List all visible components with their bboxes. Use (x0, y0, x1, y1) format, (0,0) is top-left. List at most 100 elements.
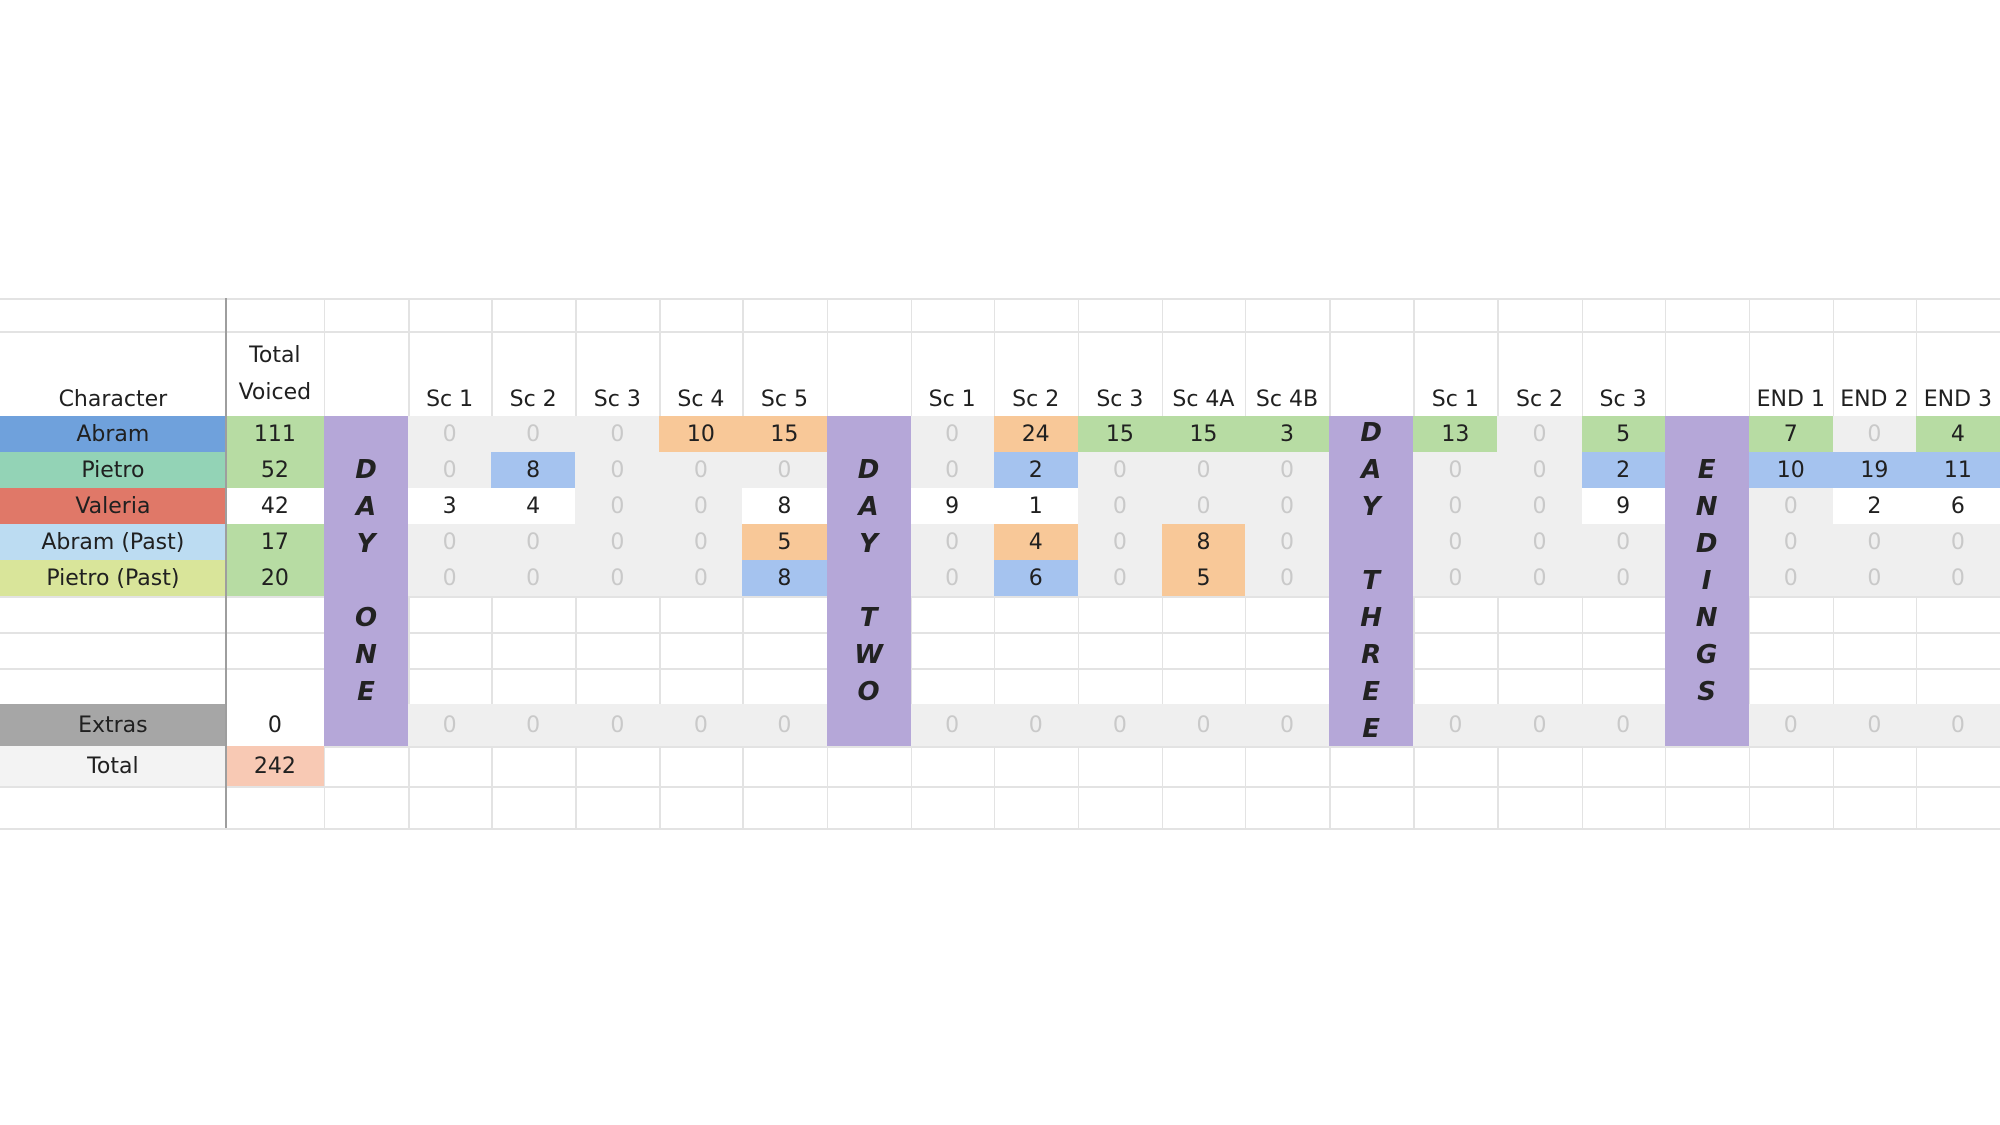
scene-line-count: 0 (491, 524, 576, 560)
row-gridline (0, 331, 2000, 333)
scene-header: Sc 1 (426, 387, 474, 412)
scene-header: Sc 5 (760, 387, 808, 412)
scene-line-count: 0 (910, 416, 994, 452)
scene-line-count: 0 (1497, 560, 1582, 596)
scene-line-count: 0 (1161, 452, 1245, 488)
scene-line-count: 13 (1413, 416, 1498, 452)
extras-count: 0 (1161, 704, 1245, 746)
scene-line-count: 10 (659, 416, 743, 452)
section-banner: E N D I N G S (1664, 416, 1749, 746)
extras-count: 0 (1915, 704, 2000, 746)
scene-line-count: 24 (993, 416, 1078, 452)
scene-line-count: 8 (742, 488, 827, 524)
extras-count: 0 (408, 704, 492, 746)
scene-line-count: 0 (575, 452, 660, 488)
scene-line-count: 0 (408, 560, 492, 596)
section-banner-label: D A Y T H R E E (1360, 417, 1383, 744)
scene-line-count: 0 (1413, 452, 1498, 488)
total-value: 242 (225, 746, 324, 786)
character-name: Pietro (0, 452, 226, 488)
extras-count: 0 (1581, 704, 1665, 746)
scene-line-count: 0 (742, 452, 827, 488)
scene-header: Sc 4B (1255, 387, 1319, 412)
scene-header: END 2 (1840, 387, 1909, 412)
scene-line-count: 0 (1915, 560, 2000, 596)
scene-line-count: 0 (1413, 524, 1498, 560)
scene-line-count: 0 (1832, 416, 1916, 452)
scene-line-count: 15 (1161, 416, 1245, 452)
scene-line-count: 0 (910, 524, 994, 560)
scene-line-count: 0 (575, 488, 660, 524)
extras-total: 0 (225, 704, 324, 746)
character-name: Valeria (0, 488, 226, 524)
scene-line-count: 0 (1413, 488, 1498, 524)
row-gridline (0, 632, 2000, 634)
section-banner-label: E N D I N G S (1695, 454, 1718, 707)
scene-line-count: 11 (1915, 452, 2000, 488)
extras-count: 0 (659, 704, 743, 746)
row-gridline (0, 828, 2000, 830)
scene-line-count: 0 (1077, 560, 1162, 596)
extras-count: 0 (1497, 704, 1582, 746)
scene-header: Sc 2 (1515, 387, 1564, 412)
extras-count: 0 (1244, 704, 1330, 746)
scene-line-count: 0 (659, 488, 743, 524)
scene-header: Sc 1 (928, 387, 976, 412)
character-header: Character (58, 387, 168, 412)
scene-line-count: 4 (993, 524, 1078, 560)
character-total: 42 (225, 488, 324, 524)
scene-line-count: 0 (1077, 488, 1162, 524)
row-gridline (0, 298, 2000, 300)
scene-line-count: 8 (491, 452, 576, 488)
extras-count: 0 (910, 704, 994, 746)
scene-line-count: 7 (1748, 416, 1833, 452)
character-name: Abram (Past) (0, 524, 226, 560)
character-total: 20 (225, 560, 324, 596)
scene-line-count: 0 (408, 416, 492, 452)
scene-line-count: 0 (1748, 524, 1833, 560)
scene-header: Sc 3 (593, 387, 641, 412)
scene-line-count: 0 (659, 560, 743, 596)
scene-line-count: 0 (1077, 452, 1162, 488)
scene-line-count: 0 (1748, 488, 1833, 524)
extras-count: 0 (1748, 704, 1833, 746)
extras-count: 0 (575, 704, 660, 746)
scene-header: END 1 (1756, 387, 1825, 412)
extras-count: 0 (1077, 704, 1162, 746)
section-banner-label: D A Y T W O (854, 454, 883, 707)
scene-line-count: 0 (1161, 488, 1245, 524)
scene-line-count: 2 (1832, 488, 1916, 524)
scene-line-count: 0 (491, 560, 576, 596)
scene-line-count: 3 (408, 488, 492, 524)
scene-line-count: 5 (1581, 416, 1665, 452)
character-total: 111 (225, 416, 324, 452)
scene-line-count: 0 (1244, 524, 1330, 560)
extras-label: Extras (0, 704, 226, 746)
scene-line-count: 5 (742, 524, 827, 560)
scene-line-count: 0 (1244, 488, 1330, 524)
scene-line-count: 0 (575, 416, 660, 452)
character-total: 52 (225, 452, 324, 488)
total-label: Total (0, 746, 226, 786)
character-total: 17 (225, 524, 324, 560)
scene-header: Sc 4A (1172, 387, 1235, 412)
scene-header: Sc 2 (1012, 387, 1060, 412)
total-voiced-header: Total Voiced (238, 342, 312, 405)
scene-line-count: 5 (1161, 560, 1245, 596)
section-banner: D A Y T W O (826, 416, 911, 746)
scene-line-count: 9 (1581, 488, 1665, 524)
row-gridline (0, 596, 2000, 598)
scene-line-count: 0 (659, 524, 743, 560)
scene-line-count: 8 (1161, 524, 1245, 560)
spreadsheet: Character Total Voiced Sc 1 Sc 2 Sc 3 Sc 4 Sc … (0, 298, 2000, 830)
frozen-column-divider (224, 298, 228, 828)
scene-line-count: 0 (1915, 524, 2000, 560)
section-banner: D A Y O N E (323, 416, 409, 746)
scene-line-count: 0 (1497, 524, 1582, 560)
extras-count: 0 (1413, 704, 1498, 746)
scene-line-count: 0 (1832, 560, 1916, 596)
scene-line-count: 0 (1497, 416, 1582, 452)
row-gridline (0, 668, 2000, 670)
scene-header: Sc 4 (677, 387, 725, 412)
scene-line-count: 2 (993, 452, 1078, 488)
